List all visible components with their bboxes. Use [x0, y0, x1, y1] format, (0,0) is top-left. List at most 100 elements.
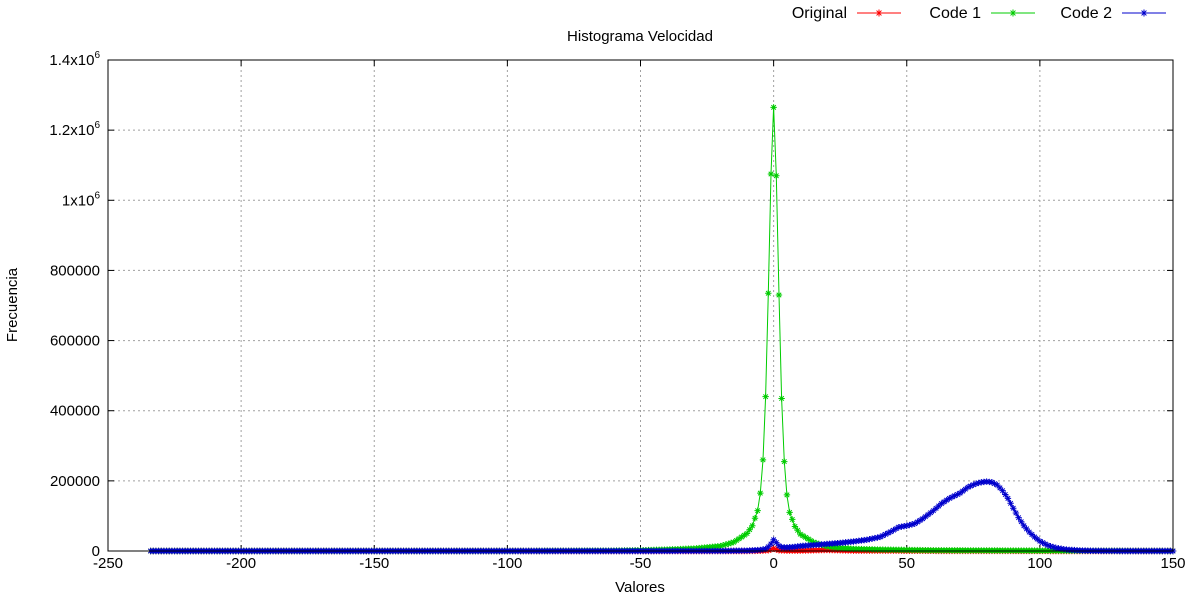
data-point-marker	[954, 491, 961, 498]
data-point-marker	[733, 537, 740, 544]
axis-ticks: -250 -200 -150 -100 -50 0 50 100 150 0 200000 40000…	[49, 50, 1185, 572]
data-point-marker	[994, 481, 1001, 489]
data-point-marker	[871, 534, 878, 542]
data-point-marker	[759, 546, 767, 553]
data-point-marker	[956, 489, 964, 497]
data-point-marker	[868, 535, 876, 542]
data-point-marker	[762, 393, 769, 400]
series-line	[150, 107, 1174, 552]
data-point-marker	[767, 546, 775, 553]
data-point-marker	[741, 532, 748, 539]
data-point-marker	[972, 480, 980, 487]
data-point-marker	[765, 543, 772, 550]
data-point-marker	[935, 502, 942, 510]
y-tick-label: 400000	[50, 403, 100, 420]
legend-item: Original	[792, 5, 901, 22]
data-point-marker	[1012, 509, 1020, 517]
data-point-marker	[876, 533, 884, 541]
data-point-marker	[930, 507, 937, 514]
data-point-marker	[1031, 533, 1038, 541]
y-tick-label: 600000	[50, 333, 100, 350]
x-tick-label: 150	[1160, 555, 1185, 572]
data-point-marker	[863, 536, 871, 543]
data-point-marker	[914, 518, 921, 526]
data-point-marker	[759, 456, 767, 464]
data-point-marker	[988, 479, 996, 486]
legend-label: Code 2	[1060, 5, 1112, 22]
data-point-marker	[906, 521, 913, 529]
data-point-marker	[1028, 531, 1036, 538]
data-point-marker	[765, 290, 772, 297]
data-point-marker	[789, 516, 796, 523]
data-point-marker	[874, 534, 881, 541]
data-point-marker	[730, 539, 737, 546]
data-point-marker	[781, 458, 788, 465]
data-point-marker	[1023, 525, 1030, 533]
x-tick-label: 0	[769, 555, 777, 572]
x-tick-label: -250	[93, 555, 123, 572]
x-tick-label: -200	[226, 555, 256, 572]
y-tick-label: 200000	[50, 473, 100, 490]
y-tick-label: 0	[92, 543, 100, 560]
data-point-marker	[908, 521, 916, 528]
x-tick-label: 50	[898, 555, 915, 572]
x-tick-label: -50	[630, 555, 652, 572]
legend-label: Code 1	[929, 5, 981, 22]
data-point-marker	[887, 528, 894, 535]
data-point-marker	[775, 291, 783, 299]
data-point-marker	[884, 529, 892, 537]
data-point-marker	[946, 495, 953, 502]
data-point-marker	[1044, 542, 1052, 549]
data-point-marker	[722, 541, 729, 548]
y-axis-title: Frecuencia	[4, 267, 21, 342]
data-series	[147, 104, 1177, 555]
legend-item: Code 1	[929, 5, 1035, 22]
data-point-marker	[1020, 522, 1028, 529]
data-point-marker	[1036, 537, 1044, 545]
data-point-marker	[970, 481, 977, 489]
grid-lines	[108, 60, 1173, 551]
data-point-marker	[746, 526, 753, 533]
x-tick-label: 100	[1027, 555, 1052, 572]
data-point-marker	[911, 520, 918, 527]
data-point-marker	[775, 542, 783, 549]
x-tick-label: -100	[492, 555, 522, 572]
data-point-marker	[717, 542, 724, 550]
data-point-marker	[727, 539, 735, 547]
x-axis-title: Valores	[615, 579, 665, 596]
data-point-marker	[1018, 518, 1025, 525]
data-point-marker	[875, 9, 883, 17]
data-point-marker	[770, 536, 777, 543]
legend-item: Code 2	[1060, 5, 1166, 22]
data-point-marker	[866, 536, 873, 543]
data-point-marker	[754, 507, 761, 514]
data-point-marker	[882, 531, 889, 538]
data-point-marker	[948, 493, 956, 501]
data-point-marker	[1047, 543, 1054, 550]
data-point-marker	[719, 542, 727, 549]
data-point-marker	[751, 515, 759, 522]
legend-label: Original	[792, 5, 847, 22]
plot-area-frame	[107, 59, 1174, 552]
data-point-marker	[927, 509, 934, 516]
data-point-marker	[743, 530, 751, 537]
data-point-marker	[1015, 514, 1022, 521]
data-point-marker	[1042, 540, 1049, 548]
data-point-marker	[1004, 495, 1012, 502]
data-point-marker	[767, 170, 775, 178]
data-point-marker	[749, 522, 756, 529]
data-point-marker	[975, 479, 982, 487]
data-point-marker	[959, 487, 966, 495]
data-point-marker	[1039, 539, 1046, 546]
data-point-marker	[938, 500, 945, 507]
y-tick-label: 1x106	[62, 190, 101, 209]
data-point-marker	[1034, 535, 1041, 543]
data-point-marker	[735, 535, 743, 542]
data-point-marker	[962, 485, 969, 493]
data-point-marker	[903, 522, 910, 529]
data-point-marker	[786, 509, 793, 516]
data-point-marker	[805, 535, 812, 543]
data-point-marker	[797, 530, 804, 538]
data-point-marker	[1026, 528, 1033, 536]
